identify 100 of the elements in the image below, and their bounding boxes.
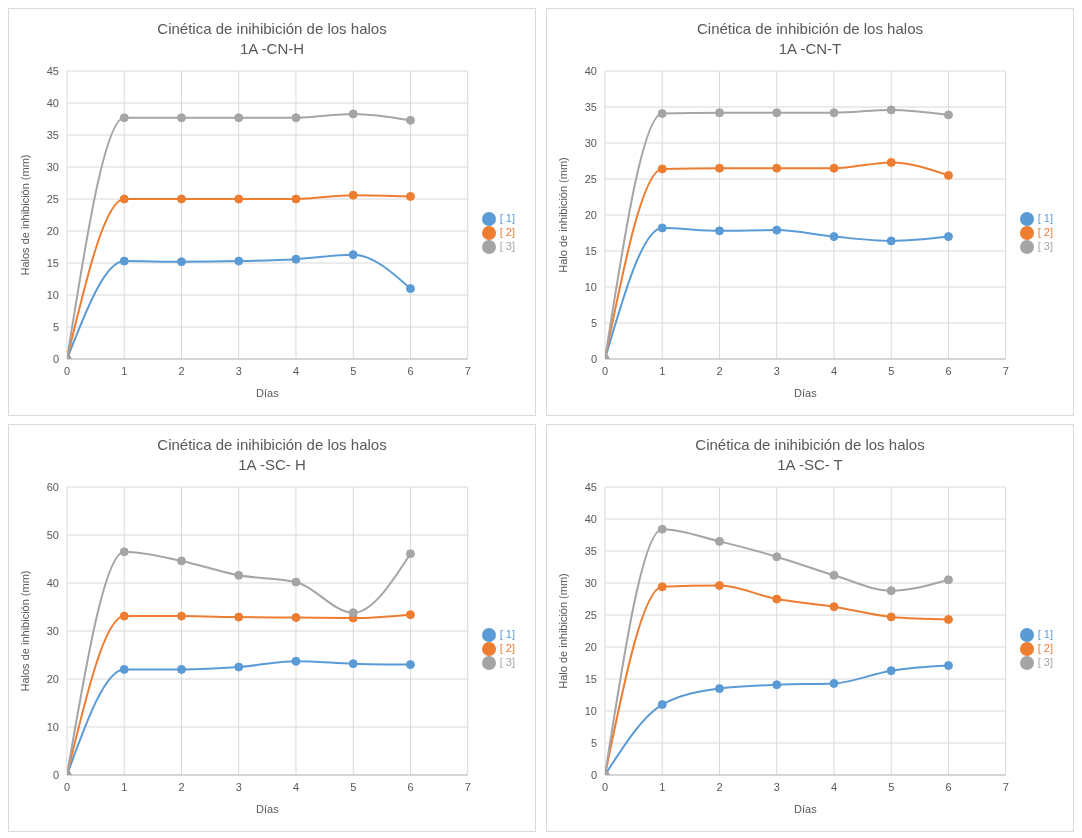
y-tick-label: 45 <box>584 480 597 493</box>
y-tick-label: 30 <box>584 136 597 149</box>
y-tick-label: 5 <box>52 320 59 333</box>
x-tick-label: 0 <box>63 364 71 377</box>
point <box>943 232 953 242</box>
x-tick-label: 6 <box>945 780 952 793</box>
y-axis-title: Halo de inhibición (mm) <box>556 573 569 689</box>
y-tick-label: 40 <box>46 96 59 109</box>
point <box>943 661 953 671</box>
y-tick-label: 15 <box>584 244 597 257</box>
y-tick-label: 60 <box>46 480 59 493</box>
point <box>119 611 129 621</box>
point <box>772 163 782 173</box>
point <box>772 594 782 604</box>
y-tick-label: 15 <box>584 672 597 685</box>
x-tick-label: 3 <box>235 364 242 377</box>
point <box>714 581 724 591</box>
y-tick-label: 5 <box>590 736 597 749</box>
y-tick-label: 50 <box>46 528 59 541</box>
y-tick-label: 25 <box>46 192 59 205</box>
point <box>943 575 953 585</box>
point <box>291 113 301 123</box>
point <box>714 536 724 546</box>
x-tick-label: 4 <box>292 780 300 793</box>
x-tick-label: 1 <box>659 364 666 377</box>
y-tick-label: 25 <box>584 172 597 185</box>
y-tick-label: 40 <box>584 64 597 77</box>
legend-label: [ 1] <box>1037 211 1053 224</box>
legend-label: [ 1] <box>499 627 515 640</box>
point <box>119 256 129 266</box>
point <box>348 109 358 119</box>
legend-label: [ 1] <box>1037 627 1053 640</box>
point <box>657 108 667 118</box>
point <box>405 191 415 201</box>
x-tick-label: 4 <box>830 364 838 377</box>
point <box>119 664 129 674</box>
x-tick-label: 2 <box>178 364 185 377</box>
x-tick-label: 3 <box>773 780 780 793</box>
x-tick-label: 6 <box>407 780 414 793</box>
x-tick-label: 1 <box>659 780 666 793</box>
legend-label: [ 2] <box>499 225 515 238</box>
point <box>291 577 301 587</box>
y-tick-label: 35 <box>584 100 597 113</box>
y-tick-label: 35 <box>584 544 597 557</box>
point <box>234 256 244 266</box>
point <box>714 684 724 694</box>
x-tick-label: 0 <box>63 780 71 793</box>
chart-subtitle: 1A -CN-H <box>238 39 306 59</box>
y-tick-label: 30 <box>584 576 597 589</box>
x-axis-title: Días <box>794 803 818 815</box>
point <box>234 662 244 672</box>
point <box>657 223 667 233</box>
point <box>829 570 839 580</box>
point <box>943 110 953 120</box>
y-tick-label: 0 <box>590 352 597 365</box>
point <box>234 194 244 204</box>
point <box>291 254 301 264</box>
point <box>829 163 839 173</box>
point <box>714 226 724 236</box>
point <box>176 194 186 204</box>
point <box>291 656 301 666</box>
x-tick-label: 2 <box>178 780 185 793</box>
x-tick-label: 5 <box>888 780 895 793</box>
legend-label: [ 3] <box>499 240 515 253</box>
chart-subtitle: 1A -SC- H <box>237 455 307 475</box>
legend-label: [ 1] <box>499 211 515 224</box>
point <box>657 700 667 710</box>
point <box>119 113 129 123</box>
chart-title: Cinética de inihibición de los halos <box>156 19 388 39</box>
x-tick-label: 7 <box>464 780 471 793</box>
y-tick-label: 30 <box>46 160 59 173</box>
chart-title: Cinética de inihibición de los halos <box>694 435 926 455</box>
y-tick-label: 35 <box>46 128 59 141</box>
point <box>348 250 358 260</box>
point <box>348 608 358 618</box>
point <box>886 105 896 115</box>
y-tick-label: 5 <box>590 316 597 329</box>
x-tick-label: 2 <box>716 364 723 377</box>
point <box>176 556 186 566</box>
legend-label: [ 2] <box>1037 641 1053 654</box>
x-axis-title: Días <box>256 387 280 399</box>
y-tick-label: 10 <box>584 280 597 293</box>
x-tick-label: 0 <box>601 780 609 793</box>
x-tick-label: 1 <box>121 364 128 377</box>
point <box>943 170 953 180</box>
legend-label: [ 2] <box>1037 225 1053 238</box>
y-tick-label: 0 <box>590 768 597 781</box>
point <box>176 113 186 123</box>
point <box>405 660 415 670</box>
y-tick-label: 45 <box>46 64 59 77</box>
legend-label: [ 2] <box>499 641 515 654</box>
point <box>405 115 415 125</box>
point <box>657 164 667 174</box>
chart-subtitle: 1A -CN-T <box>777 39 843 59</box>
y-tick-label: 0 <box>52 352 59 365</box>
point <box>886 612 896 622</box>
point <box>348 190 358 200</box>
point <box>943 614 953 624</box>
x-tick-label: 0 <box>601 364 609 377</box>
x-axis-title: Días <box>794 387 818 399</box>
